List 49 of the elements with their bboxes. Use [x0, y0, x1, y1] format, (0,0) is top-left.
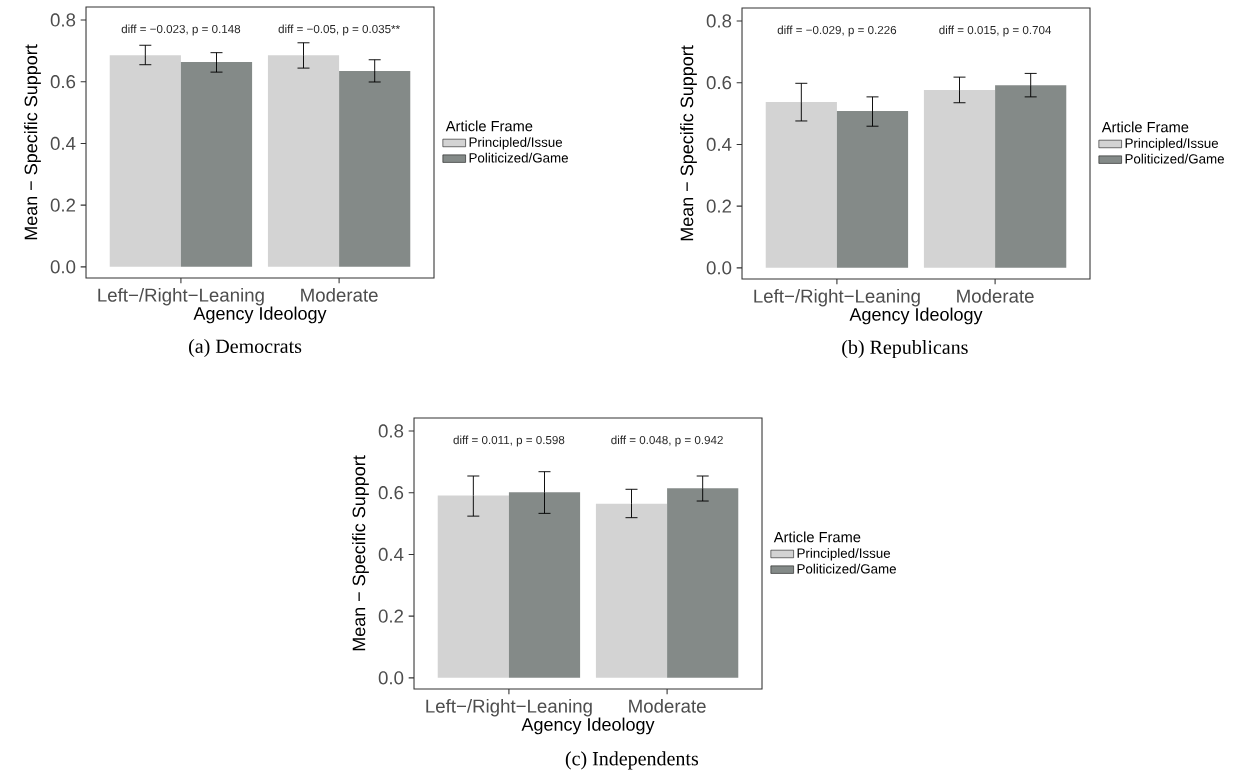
y-tick-label: 0.0	[378, 671, 404, 685]
y-axis-title: Mean − Specific Support	[24, 44, 41, 240]
bar	[995, 85, 1067, 268]
y-tick-label: 0.2	[706, 199, 732, 213]
annotation: diff = −0.023, p = 0.148	[121, 24, 241, 36]
legend-label: Politicized/Game	[1125, 153, 1224, 164]
legend-label: Principled/Issue	[469, 137, 563, 150]
x-axis-title: Agency Ideology	[521, 717, 655, 735]
y-tick-label: 0.8	[706, 14, 732, 28]
bar	[923, 90, 996, 268]
x-tick-label: Left−/Right−Leaning	[98, 288, 264, 306]
y-tick-label: 0.8	[50, 13, 76, 27]
x-axis-title: Agency Ideology	[849, 307, 983, 325]
y-tick-label: 0.0	[50, 260, 76, 274]
y-tick-label: 0.6	[706, 76, 732, 90]
legend-title: Article Frame	[773, 531, 861, 543]
x-axis-title: Agency Ideology	[193, 306, 327, 324]
y-tick-label: 0.4	[706, 137, 732, 152]
x-tick-label: Moderate	[957, 289, 1034, 303]
annotation: diff = −0.029, p = 0.226	[777, 25, 897, 37]
legend-label: Politicized/Game	[797, 563, 896, 574]
legend-title: Article Frame	[1101, 121, 1189, 133]
x-tick-label: Left−/Right−Leaning	[754, 289, 920, 307]
x-tick-label: Moderate	[301, 288, 378, 302]
legend-label: Politicized/Game	[469, 152, 568, 163]
annotation: diff = 0.015, p = 0.704	[939, 25, 1052, 37]
text: (c) Independents	[565, 751, 699, 770]
y-tick-label: 0.4	[50, 136, 76, 151]
bar	[765, 102, 837, 268]
y-tick-label: 0.6	[378, 486, 404, 500]
annotation: diff = 0.011, p = 0.598	[453, 435, 565, 447]
text: (b) Republicans	[842, 339, 968, 359]
y-tick-label: 0.8	[378, 424, 404, 438]
legend-label: Principled/Issue	[797, 548, 891, 561]
y-tick-label: 0.4	[378, 547, 404, 562]
bar	[836, 111, 909, 268]
legend-label: Principled/Issue	[1125, 138, 1219, 151]
legend-title: Article Frame	[445, 120, 533, 132]
y-tick-label: 0.0	[706, 261, 732, 275]
annotation: diff = −0.05, p = 0.035**	[278, 24, 400, 36]
annotation: diff = 0.048, p = 0.942	[611, 435, 723, 447]
y-tick-label: 0.2	[50, 198, 76, 212]
x-tick-label: Moderate	[629, 699, 706, 713]
x-tick-label: Left−/Right−Leaning	[426, 699, 592, 717]
y-axis-title: Mean − Specific Support	[680, 45, 697, 241]
text: (a) Democrats	[189, 338, 302, 358]
y-tick-label: 0.6	[50, 75, 76, 89]
y-axis-title: Mean − Specific Support	[352, 455, 369, 651]
y-tick-label: 0.2	[378, 609, 404, 623]
